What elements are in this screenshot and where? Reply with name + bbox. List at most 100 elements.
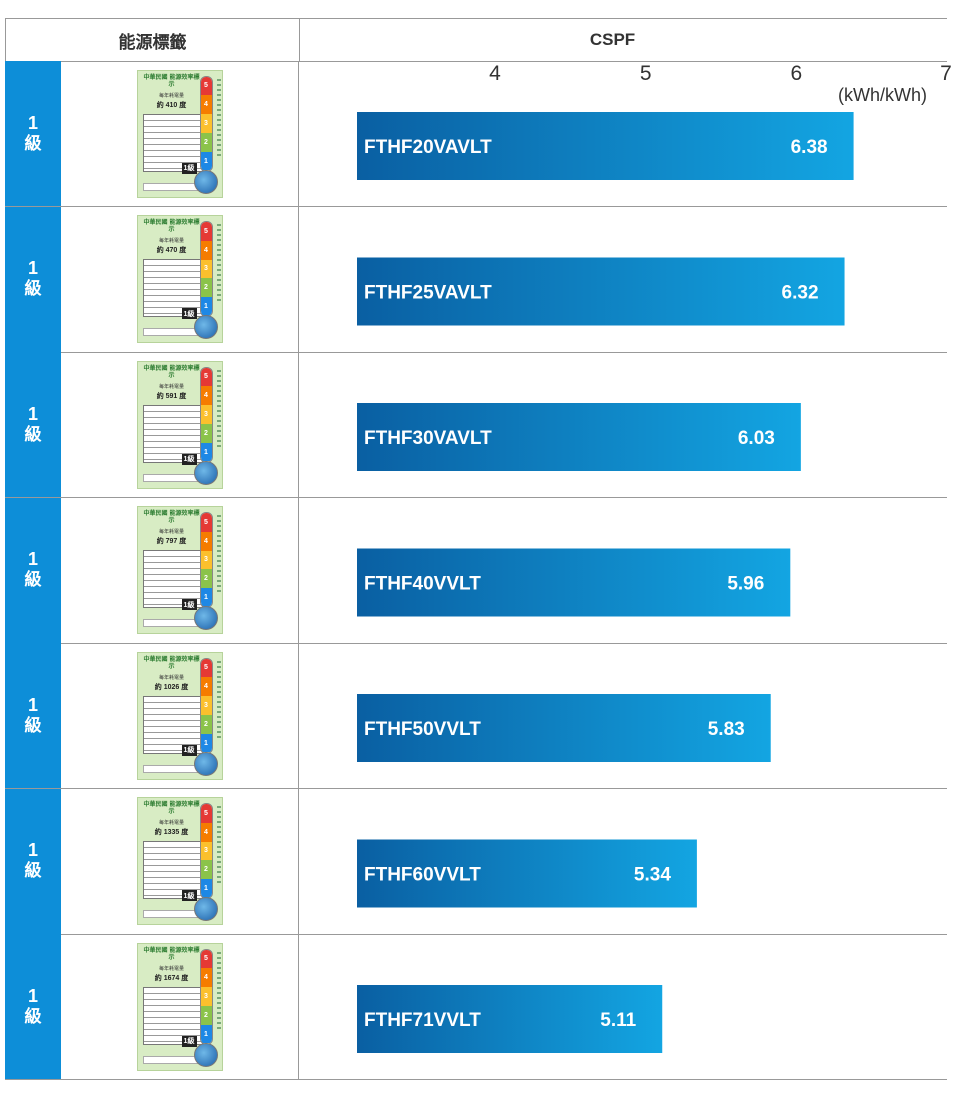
energy-label-subtitle: 每年耗電量 [158, 529, 184, 535]
table-row: 1 級中華民國 能源效率標示 每年耗電量約 591 度 5 4 3 2 1 1級 [5, 352, 947, 498]
grade-unit: 級 [24, 424, 42, 445]
table-row: 1 級中華民國 能源效率標示 每年耗電量約 1674 度 5 4 3 2 1 1級 [5, 934, 947, 1080]
grade-arrow-marker: 1級 [181, 453, 197, 465]
axis-unit-label: (kWh/kWh) [838, 85, 927, 105]
energy-scale-step: 1 [200, 588, 212, 607]
label-side-text [216, 78, 221, 159]
energy-label-kwh: 約 1026 度 [154, 683, 189, 691]
energy-label-table [142, 404, 203, 463]
energy-scale-step: 3 [200, 550, 212, 570]
header-cspf: CSPF [589, 30, 636, 49]
table-header: 能源標籤 CSPF [5, 18, 947, 62]
bar-category-label: FTHF20VAVLT [364, 137, 492, 158]
bar-category-label: FTHF30VAVLT [364, 428, 492, 449]
energy-label-cell: 中華民國 能源效率標示 每年耗電量約 797 度 5 4 3 2 1 1級 [61, 497, 299, 643]
energy-scale-step: 2 [200, 860, 212, 880]
energy-scale-step: 1 [200, 151, 212, 171]
globe-icon [193, 897, 218, 921]
energy-scale-step: 2 [200, 132, 212, 152]
grade-level: 1 [27, 258, 38, 278]
energy-label-kwh: 約 797 度 [156, 538, 187, 545]
energy-label-image: 中華民國 能源效率標示 每年耗電量約 410 度 5 4 3 2 1 1級 [136, 69, 223, 198]
bar-category-label: FTHF71VVLT [364, 1010, 481, 1031]
bar-category-label: FTHF50VVLT [364, 719, 481, 740]
grade-unit: 級 [24, 715, 42, 736]
bar-value-label: 5.83 [708, 719, 745, 740]
energy-label-subtitle: 每年耗電量 [158, 92, 184, 99]
energy-label-cell: 中華民國 能源效率標示 每年耗電量約 470 度 5 4 3 2 1 1級 [61, 206, 299, 352]
bar-category-label: FTHF40VVLT [364, 574, 481, 595]
grade-level: 1 [27, 549, 38, 569]
energy-scale-step: 2 [200, 1005, 212, 1025]
energy-label-table [142, 841, 203, 899]
grade-level: 1 [27, 985, 38, 1006]
grade-arrow-marker: 1級 [181, 308, 197, 319]
energy-label-kwh: 約 470 度 [156, 247, 187, 254]
bar-FTHF71VVLT [357, 985, 663, 1053]
bar-category-label: FTHF25VAVLT [364, 283, 492, 304]
bar-FTHF25VAVLT [357, 257, 845, 326]
globe-icon [193, 1042, 218, 1067]
energy-scale-step: 5 [200, 804, 212, 823]
energy-scale-step: 5 [200, 222, 212, 241]
energy-scale-step: 2 [200, 569, 212, 589]
label-side-text [216, 515, 221, 595]
energy-scale-step: 1 [200, 1024, 212, 1044]
label-side-text [216, 369, 221, 450]
globe-icon [193, 169, 218, 194]
energy-scale-step: 4 [200, 531, 212, 551]
energy-scale-step: 5 [200, 658, 212, 678]
energy-scale-step: 2 [200, 714, 212, 734]
energy-label-title: 中華民國 能源效率標示 [143, 73, 200, 88]
energy-label-cell: 中華民國 能源效率標示 每年耗電量約 1674 度 5 4 3 2 1 1級 [61, 934, 299, 1079]
energy-scale-step: 5 [200, 513, 212, 532]
grade-level: 1 [27, 840, 38, 860]
energy-label-subtitle: 每年耗電量 [158, 674, 184, 681]
grade-arrow-marker: 1級 [181, 162, 197, 174]
energy-label-title: 中華民國 能源效率標示 [143, 364, 200, 379]
axis-tick-label: 7 [940, 62, 952, 85]
label-side-text [216, 806, 221, 886]
axis-tick-label: 4 [489, 62, 501, 85]
energy-label-image: 中華民國 能源效率標示 每年耗電量約 797 度 5 4 3 2 1 1級 [136, 506, 223, 634]
energy-scale-step: 2 [200, 278, 212, 298]
table-row: 1 級中華民國 能源效率標示 每年耗電量約 1026 度 5 4 3 2 1 1級 [5, 643, 947, 789]
bar-FTHF20VAVLT [357, 112, 854, 180]
globe-icon [193, 460, 218, 485]
grade-arrow-marker: 1級 [181, 890, 197, 901]
table-row: 1 級中華民國 能源效率標示 每年耗電量約 410 度 5 4 3 2 1 1級 [5, 61, 947, 207]
energy-scale-step: 3 [200, 987, 212, 1006]
energy-scale-step: 1 [200, 733, 212, 753]
energy-scale-step: 3 [200, 405, 212, 424]
energy-label-table [142, 113, 203, 172]
energy-label-subtitle: 每年耗電量 [158, 238, 184, 244]
table-row: 1 級中華民國 能源效率標示 每年耗電量約 797 度 5 4 3 2 1 1級 [5, 497, 947, 644]
energy-scale-step: 4 [200, 95, 212, 115]
energy-scale-step: 1 [200, 879, 212, 898]
grade-unit: 級 [24, 133, 42, 154]
bar-value-label: 5.11 [600, 1010, 636, 1031]
table-row: 1 級中華民國 能源效率標示 每年耗電量約 1335 度 5 4 3 2 1 1級 [5, 788, 947, 935]
grade-arrow-marker: 1級 [181, 744, 197, 756]
energy-label-kwh: 約 410 度 [156, 101, 187, 109]
bar-FTHF50VVLT [357, 694, 771, 762]
energy-label-subtitle: 每年耗電量 [158, 965, 184, 972]
energy-scale-step: 3 [200, 114, 212, 133]
energy-label-image: 中華民國 能源效率標示 每年耗電量約 1026 度 5 4 3 2 1 1級 [136, 651, 223, 780]
energy-scale-step: 1 [200, 442, 212, 462]
grade-arrow-marker: 1級 [181, 1035, 197, 1047]
energy-label-table [142, 695, 203, 754]
grade-unit: 級 [24, 570, 42, 590]
energy-scale-step: 4 [200, 822, 212, 842]
energy-scale-step: 4 [200, 677, 212, 697]
energy-label-image: 中華民國 能源效率標示 每年耗電量約 1335 度 5 4 3 2 1 1級 [136, 797, 223, 925]
energy-label-kwh: 約 1335 度 [154, 829, 189, 836]
